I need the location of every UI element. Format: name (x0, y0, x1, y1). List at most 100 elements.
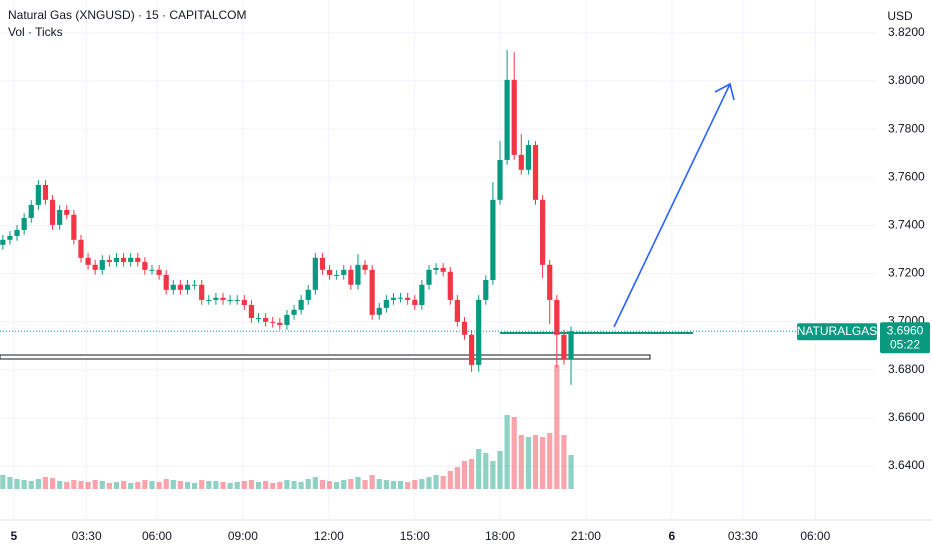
volume-bar (270, 483, 276, 489)
x-tick-label: 15:00 (400, 529, 430, 543)
candle-body (483, 279, 489, 300)
candle-body (476, 299, 482, 365)
candle-body (341, 269, 347, 275)
candle-body (511, 79, 517, 155)
volume-bar (241, 481, 247, 489)
indicator-label: Vol · Ticks (8, 25, 63, 39)
candle-body (220, 297, 226, 300)
volume-bar (206, 481, 212, 489)
y-tick-label: 3.7800 (888, 121, 925, 135)
candle-body (192, 284, 198, 286)
candle-body (255, 317, 262, 319)
candle-body (206, 299, 212, 301)
candle-body (362, 264, 368, 270)
candle-body (234, 299, 240, 301)
candle-body (99, 260, 105, 270)
candle-body (49, 199, 56, 225)
candle-body (170, 284, 176, 290)
volume-bar (532, 435, 539, 489)
candle-body (120, 257, 127, 262)
volume-bar (234, 482, 240, 489)
volume-bar (7, 477, 13, 489)
candle-body (426, 269, 432, 285)
volume-bar (561, 435, 567, 489)
volume-bar (568, 455, 574, 489)
volume-bar (554, 365, 560, 489)
candle-body (163, 274, 169, 290)
volume-bar (312, 477, 318, 489)
candle-body (419, 284, 425, 305)
volume-bar (383, 480, 389, 489)
candle-body (284, 314, 290, 325)
candle-body (525, 145, 532, 170)
volume-bar (440, 476, 446, 489)
volume-bar (0, 475, 6, 489)
x-tick-label: 03:30 (728, 529, 758, 543)
candle-body (497, 159, 503, 200)
volume-bar (28, 481, 34, 489)
candle-body (568, 331, 574, 360)
candle-body (28, 204, 34, 218)
volume-bar (85, 482, 91, 489)
volume-bar (490, 461, 496, 489)
volume-bar (149, 481, 155, 489)
volume-bar (163, 479, 169, 489)
candle-body (71, 214, 77, 240)
volume-bar (326, 481, 333, 489)
volume-bar (511, 417, 517, 489)
candle-body (334, 274, 340, 276)
candle-body (128, 257, 134, 262)
volume-bar (426, 477, 432, 489)
y-tick-label: 3.6400 (888, 458, 925, 472)
volume-pane (0, 365, 574, 489)
volume-bar (412, 480, 418, 489)
x-tick-label: 12:00 (314, 529, 344, 543)
volume-bar (461, 461, 468, 489)
volume-bar (213, 481, 219, 489)
candle-body (213, 297, 219, 300)
volume-bar (547, 433, 553, 489)
volume-bar (334, 482, 340, 489)
candle-body (241, 299, 247, 305)
candle-body (7, 235, 13, 240)
volume-bar (468, 459, 475, 489)
candle-body (291, 309, 297, 315)
volume-bar (419, 479, 425, 489)
candle-body (554, 299, 560, 335)
axes: 3.64003.66003.68003.70003.72003.74003.76… (0, 25, 932, 543)
x-tick-label: 03:30 (72, 529, 102, 543)
candle-body (355, 264, 361, 285)
candle-body (319, 257, 326, 270)
candle-body (248, 304, 255, 318)
volume-bar (35, 479, 41, 489)
volume-bar (99, 481, 105, 489)
volume-bar (476, 449, 482, 489)
volume-bar (504, 415, 510, 489)
y-tick-label: 3.8200 (888, 25, 925, 39)
volume-bar (14, 479, 20, 489)
candles (0, 50, 574, 385)
volume-bar (42, 477, 49, 489)
candle-body (35, 184, 41, 205)
volume-bar (305, 479, 311, 489)
volume-bar (227, 483, 233, 489)
candle-body (277, 322, 283, 325)
volume-bar (497, 451, 503, 489)
volume-bar (341, 480, 347, 489)
candle-body (390, 297, 397, 300)
y-tick-label: 3.6800 (888, 362, 925, 376)
candle-body (113, 257, 120, 262)
candle-body (518, 154, 524, 170)
candle-body (199, 284, 205, 300)
candle-body (312, 257, 318, 290)
volume-bar (199, 480, 205, 489)
volume-bar (447, 471, 453, 489)
volume-bar (120, 481, 127, 489)
volume-bar (248, 480, 255, 489)
volume-bar (433, 475, 439, 489)
volume-bar (518, 435, 524, 489)
candle-body (348, 269, 354, 285)
volume-bar (348, 479, 354, 489)
candle-body (149, 269, 155, 271)
